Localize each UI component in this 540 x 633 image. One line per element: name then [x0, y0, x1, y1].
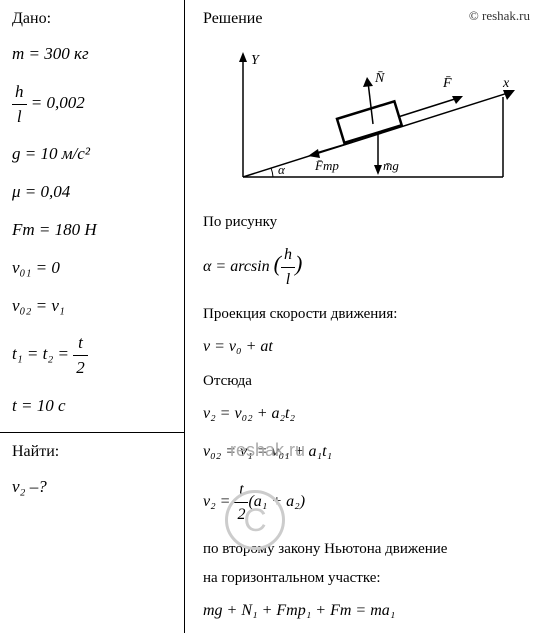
newton-equation: mg + N₁ + Fтр₁ + Fт = ma₁ — [203, 599, 530, 623]
divider — [0, 432, 184, 433]
f-vector-label: F̄ — [442, 76, 452, 91]
v2sum-den: 2 — [234, 503, 248, 527]
t12-left: t₁ = t₂ = — [12, 345, 73, 364]
alpha-left: α = arcsin — [203, 258, 270, 275]
hl-numerator: h — [12, 80, 27, 105]
given-g: g = 10 м/с² — [12, 142, 174, 166]
ftr-vector-label: F̄тр — [314, 158, 339, 173]
solution-column: Решение Y x α N̄ F̄ F̄тр m̄g — [185, 0, 540, 633]
t12-num: t — [73, 331, 88, 356]
hl-value: = 0,002 — [27, 93, 85, 112]
hl-denominator: l — [12, 105, 27, 129]
given-v01: v₀₁ = 0 — [12, 256, 174, 280]
v-equation: v = v₀ + at — [203, 335, 530, 359]
v2sum-right: (a₁ + a₂) — [248, 493, 305, 510]
given-column: Дано: m = 300 кг h l = 0,002 g = 10 м/с²… — [0, 0, 185, 633]
text-projection: Проекция скорости движения: — [203, 306, 530, 323]
text-newton2: на горизонтальном участке: — [203, 570, 530, 587]
mg-vector-label: m̄g — [383, 158, 399, 173]
incline-diagram: Y x α N̄ F̄ F̄тр m̄g — [203, 42, 523, 197]
watermark-top: © reshak.ru — [469, 8, 530, 24]
v02-equation: v₀₂ = v₁ = v₀₁ + a₁t₁ — [203, 440, 530, 464]
alpha-den: l — [281, 268, 295, 292]
given-m: m = 300 кг — [12, 42, 174, 66]
n-vector-label: N̄ — [374, 71, 385, 86]
v2-sum-equation: v₂ = t 2 (a₁ + a₂) — [203, 478, 530, 527]
given-t: t = 10 с — [12, 394, 174, 418]
text-newton1: по второму закону Ньютона движение — [203, 541, 530, 558]
v2sum-left: v₂ = — [203, 493, 234, 510]
given-v02: v₀₂ = v₁ — [12, 294, 174, 318]
given-title: Дано: — [12, 10, 174, 28]
text-by-figure: По рисунку — [203, 214, 530, 231]
given-hl: h l = 0,002 — [12, 80, 174, 129]
y-axis-label: Y — [251, 53, 261, 68]
alpha-equation: α = arcsin ( h l ) — [203, 243, 530, 292]
given-ft: Fт = 180 Н — [12, 218, 174, 242]
t12-den: 2 — [73, 356, 88, 380]
given-t12: t₁ = t₂ = t 2 — [12, 331, 174, 380]
text-hence: Отсюда — [203, 373, 530, 390]
alpha-num: h — [281, 243, 295, 268]
given-mu: μ = 0,04 — [12, 180, 174, 204]
v2-equation: v₂ = v₀₂ + a₂t₂ — [203, 402, 530, 426]
find-title: Найти: — [12, 443, 174, 461]
find-value: v₂ –? — [12, 475, 174, 499]
x-axis-label: x — [502, 76, 510, 91]
v2sum-num: t — [234, 478, 248, 503]
alpha-label: α — [278, 162, 286, 177]
